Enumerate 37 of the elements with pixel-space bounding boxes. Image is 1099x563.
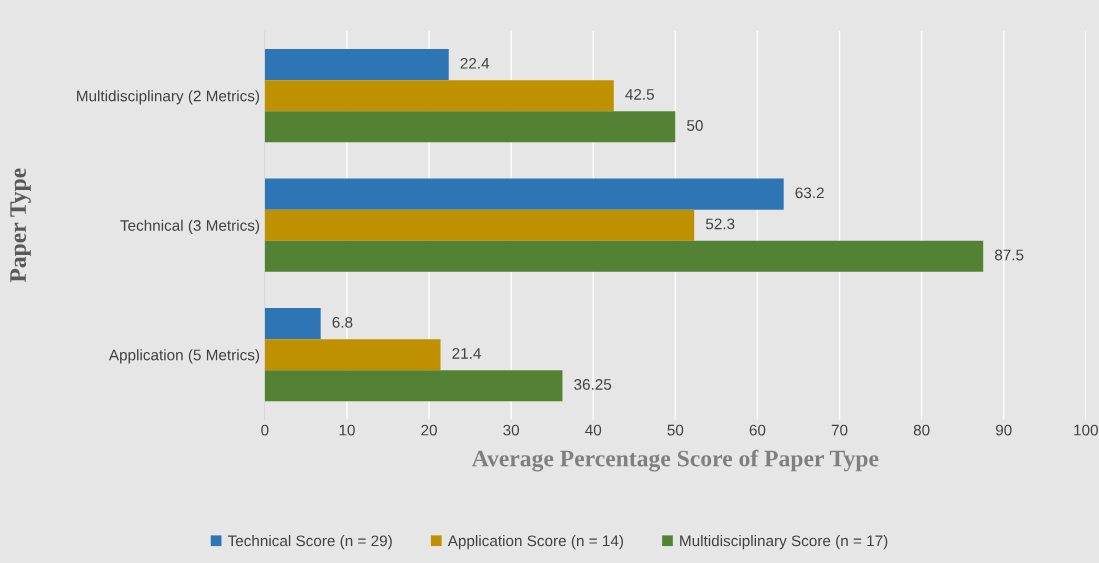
x-tick-label: 90 [995,424,1012,436]
x-tick-label: 10 [339,424,355,436]
data-label: 22.4 [460,57,490,69]
x-tick-label: 60 [749,424,766,436]
data-label: 42.5 [625,88,654,100]
x-axis-title: Average Percentage Score of Paper Type [471,449,879,472]
bar [264,240,984,272]
data-label: 50 [687,120,703,131]
data-label: 52.3 [705,218,735,230]
x-tick-label: 0 [261,424,269,436]
legend-label: Application Score (n = 14) [447,535,623,550]
x-tick-label: 30 [503,424,520,436]
bar [264,209,695,241]
x-tick-label: 50 [667,424,684,436]
bar [264,111,676,143]
bar [264,49,449,81]
y-tick-label: Application (5 Metrics) [108,349,260,364]
bar [264,80,614,112]
x-tick-label: 40 [585,424,602,436]
data-label: 21.4 [452,347,481,359]
legend-label: Technical Score (n = 29) [227,535,392,550]
data-label: 87.5 [994,249,1024,261]
legend-label: Multidisciplinary Score (n = 17) [680,535,888,550]
bar [264,339,441,371]
data-label: 36.25 [574,379,612,390]
y-tick-label: Multidisciplinary (2 Metrics) [77,90,260,105]
bar [264,178,784,210]
data-label: 63.2 [795,187,824,199]
x-tick-label: 100 [1074,424,1098,436]
x-tick-label: 80 [913,424,930,436]
x-tick-label: 70 [831,424,848,436]
data-label: 6.8 [332,316,353,328]
y-tick-label: Technical (3 Metrics) [120,219,260,234]
bar [264,370,563,402]
bar [264,308,321,340]
x-tick-label: 20 [421,424,437,436]
y-axis-title: Paper Type [10,168,31,283]
